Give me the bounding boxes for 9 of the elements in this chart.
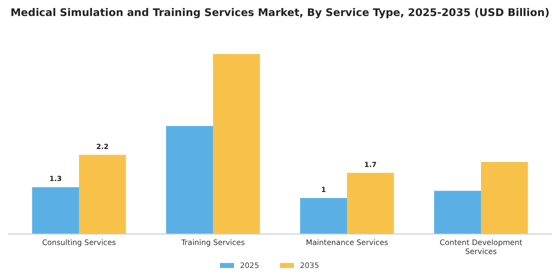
bar (166, 126, 213, 234)
bar (347, 172, 394, 234)
bar (32, 187, 79, 234)
bar (300, 198, 347, 234)
bar (434, 190, 481, 234)
bar (79, 154, 126, 234)
chart-title: Medical Simulation and Training Services Market, By Service Type, 2025-2035 (USD Billion) (10, 7, 550, 19)
bar (481, 162, 528, 234)
bar (213, 54, 260, 234)
